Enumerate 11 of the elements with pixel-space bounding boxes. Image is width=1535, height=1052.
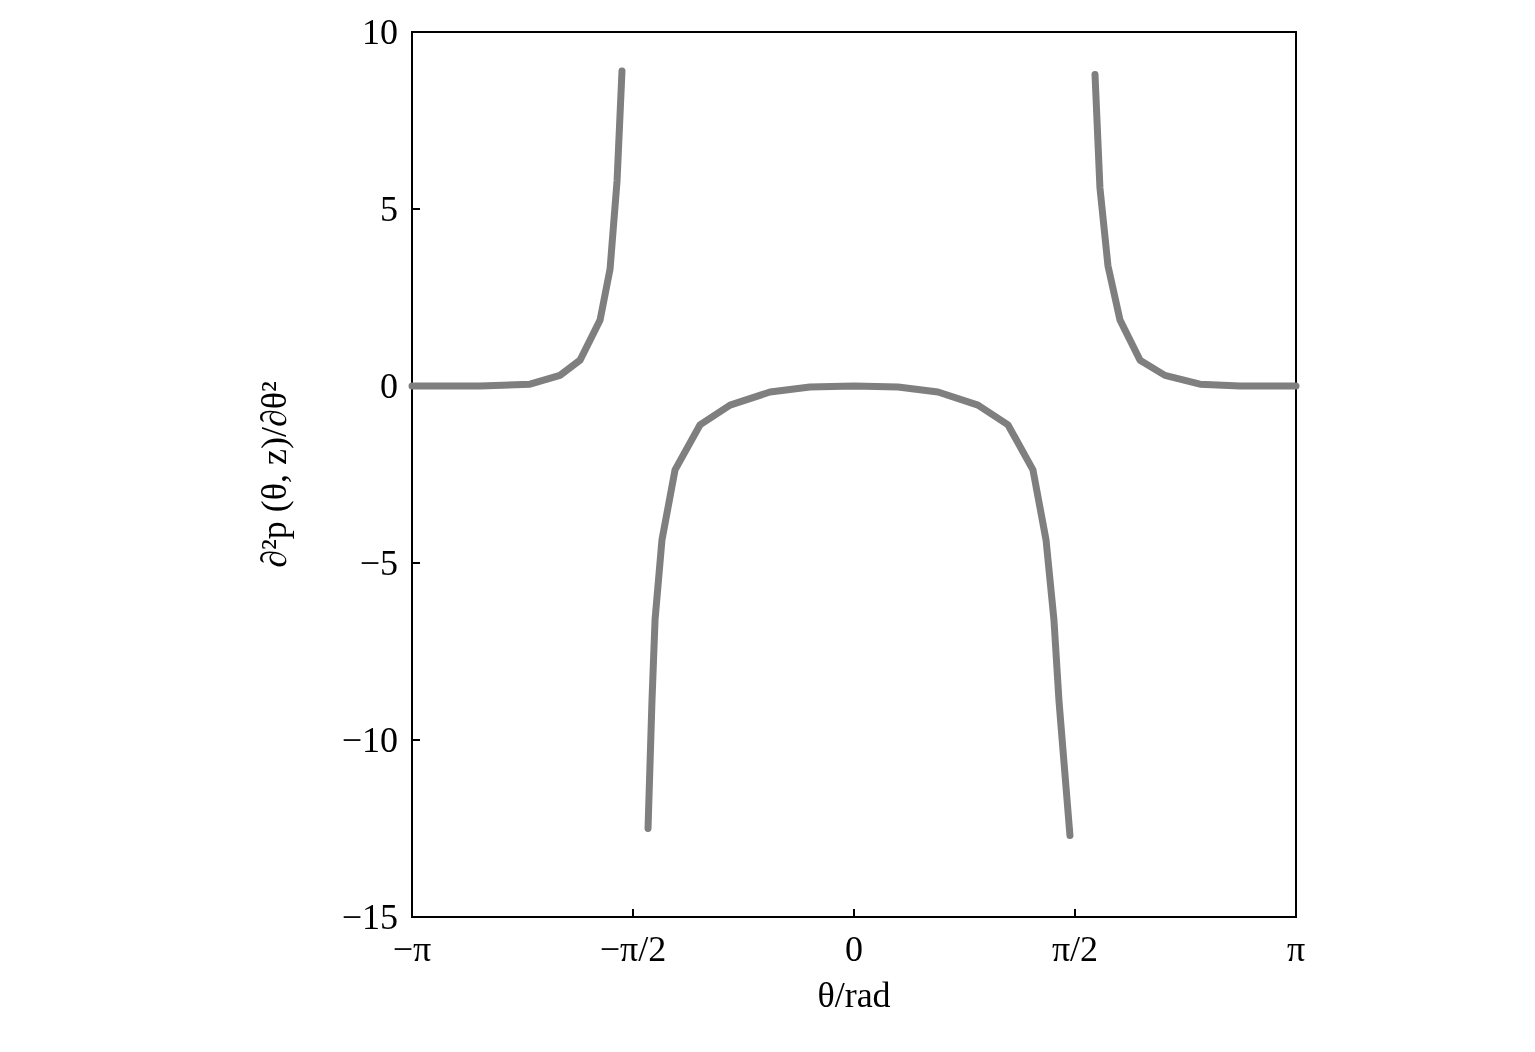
y-tick-label: −5	[359, 543, 398, 583]
x-tick-label: π/2	[1051, 929, 1099, 969]
x-tick-label: π	[1286, 929, 1306, 969]
y-tick-label: 5	[380, 189, 398, 229]
y-tick-label: −10	[341, 720, 398, 760]
x-axis-title: θ/rad	[817, 975, 891, 1015]
x-tick-label: 0	[845, 929, 863, 969]
x-tick-label: −π/2	[599, 929, 667, 969]
y-tick-label: 0	[380, 366, 398, 406]
y-tick-label: 10	[362, 12, 398, 52]
y-axis-title: ∂²p (θ, z)/∂θ²	[254, 381, 294, 568]
